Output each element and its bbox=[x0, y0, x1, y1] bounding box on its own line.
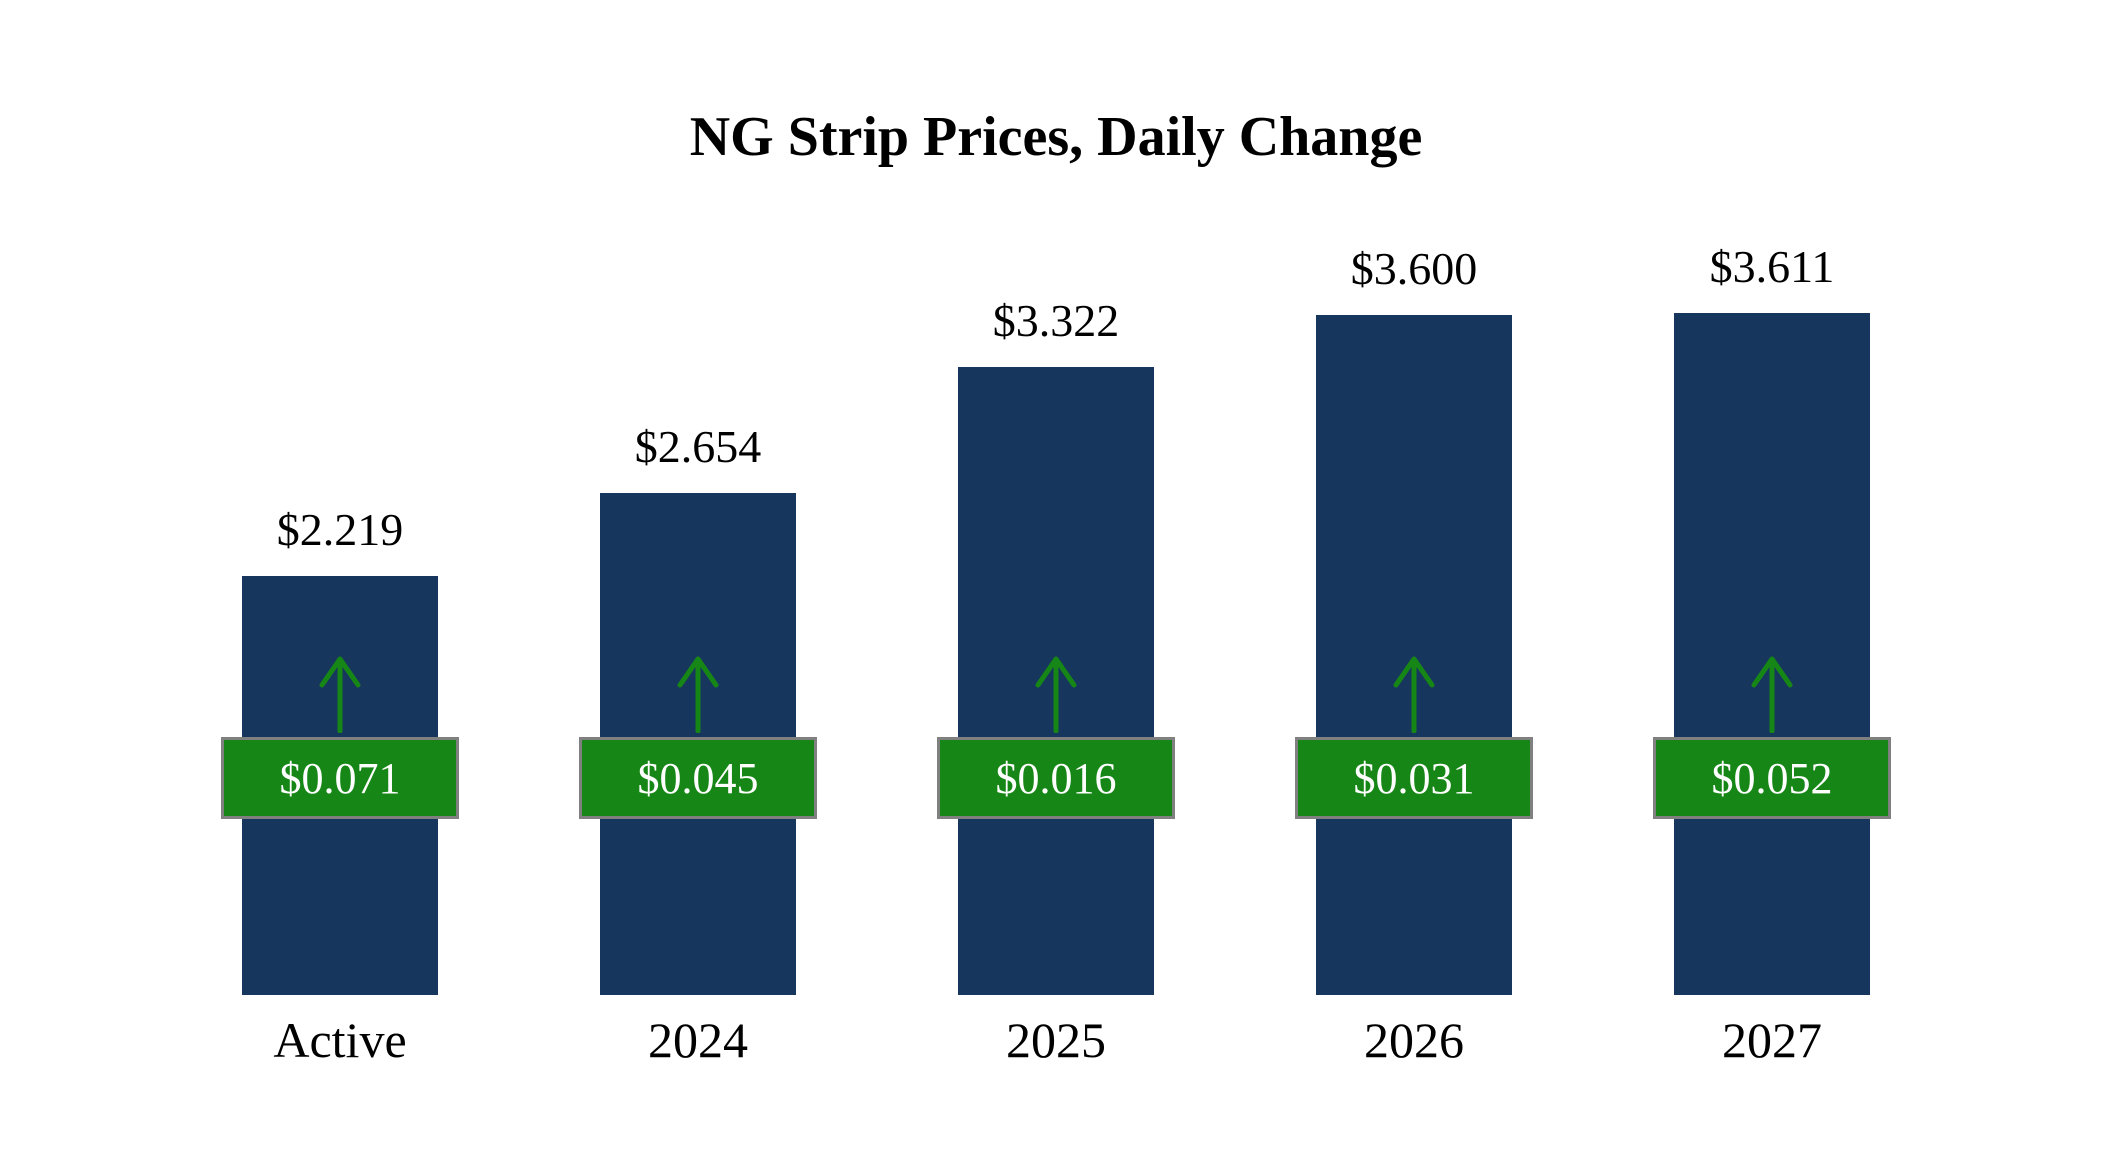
daily-change-badge: $0.045 bbox=[579, 737, 817, 819]
up-arrow-icon bbox=[1030, 655, 1082, 734]
bar-value-label: $3.611 bbox=[1709, 241, 1835, 292]
price-bar: $2.219 $0.071 Active bbox=[221, 504, 459, 1068]
bars-row: $2.219 $0.071 Active $2.654 $0.045 2024 $3.322… bbox=[0, 241, 2112, 1068]
daily-change-badge: $0.031 bbox=[1295, 737, 1533, 819]
x-axis-label: 2027 bbox=[1722, 1012, 1822, 1068]
daily-change-value: $0.052 bbox=[1711, 753, 1833, 803]
daily-change-value: $0.045 bbox=[637, 753, 759, 803]
daily-change-value: $0.016 bbox=[995, 753, 1117, 803]
chart-title: NG Strip Prices, Daily Change bbox=[689, 106, 1423, 168]
x-axis-label: 2026 bbox=[1364, 1012, 1464, 1068]
daily-change-value: $0.031 bbox=[1353, 753, 1475, 803]
bar-column: $3.600 $0.031 2026 bbox=[1295, 243, 1533, 1068]
x-axis-label: 2025 bbox=[1006, 1012, 1106, 1068]
x-axis-label: Active bbox=[273, 1012, 407, 1068]
bar-column: $2.219 $0.071 Active bbox=[221, 504, 459, 1068]
daily-change-value: $0.071 bbox=[279, 753, 401, 803]
price-bar: $3.600 $0.031 2026 bbox=[1295, 243, 1533, 1068]
up-arrow-icon bbox=[314, 655, 366, 734]
up-arrow-icon bbox=[1388, 655, 1440, 734]
up-arrow-icon bbox=[672, 655, 724, 734]
bar-value-label: $2.219 bbox=[276, 504, 404, 555]
bar-value-label: $3.322 bbox=[992, 295, 1120, 346]
daily-change-badge: $0.071 bbox=[221, 737, 459, 819]
bar-value-label: $2.654 bbox=[634, 421, 762, 472]
daily-change-badge: $0.016 bbox=[937, 737, 1175, 819]
bar-column: $2.654 $0.045 2024 bbox=[579, 421, 817, 1068]
daily-change-badge: $0.052 bbox=[1653, 737, 1891, 819]
x-axis-label: 2024 bbox=[648, 1012, 748, 1068]
price-bar: $3.611 $0.052 2027 bbox=[1653, 241, 1891, 1068]
up-arrow-icon bbox=[1746, 655, 1798, 734]
bar-column: $3.322 $0.016 2025 bbox=[937, 295, 1175, 1068]
bar-column: $3.611 $0.052 2027 bbox=[1653, 241, 1891, 1068]
price-bar: $2.654 $0.045 2024 bbox=[579, 421, 817, 1068]
bar-value-label: $3.600 bbox=[1350, 243, 1478, 294]
price-bar: $3.322 $0.016 2025 bbox=[937, 295, 1175, 1068]
